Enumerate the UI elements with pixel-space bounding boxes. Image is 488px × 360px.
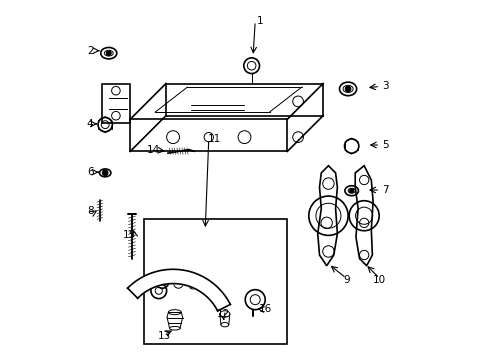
- Text: 14: 14: [146, 145, 160, 156]
- Text: 12: 12: [216, 309, 229, 319]
- Circle shape: [106, 51, 111, 56]
- Text: 2: 2: [87, 46, 93, 56]
- Polygon shape: [127, 269, 230, 311]
- Text: 10: 10: [372, 275, 386, 285]
- Circle shape: [102, 170, 108, 176]
- Text: 5: 5: [382, 140, 388, 150]
- Circle shape: [349, 189, 353, 193]
- Text: 9: 9: [342, 275, 349, 285]
- Text: 16: 16: [258, 304, 271, 314]
- Text: 8: 8: [87, 206, 93, 216]
- Text: 7: 7: [382, 185, 388, 195]
- FancyBboxPatch shape: [144, 219, 287, 344]
- Text: 11: 11: [207, 134, 220, 144]
- Circle shape: [345, 86, 350, 92]
- Text: 6: 6: [87, 167, 93, 177]
- Text: 3: 3: [382, 81, 388, 91]
- Text: 15: 15: [122, 230, 136, 240]
- Text: 4: 4: [87, 119, 93, 129]
- Text: 1: 1: [257, 16, 264, 26]
- Text: 13: 13: [157, 332, 170, 342]
